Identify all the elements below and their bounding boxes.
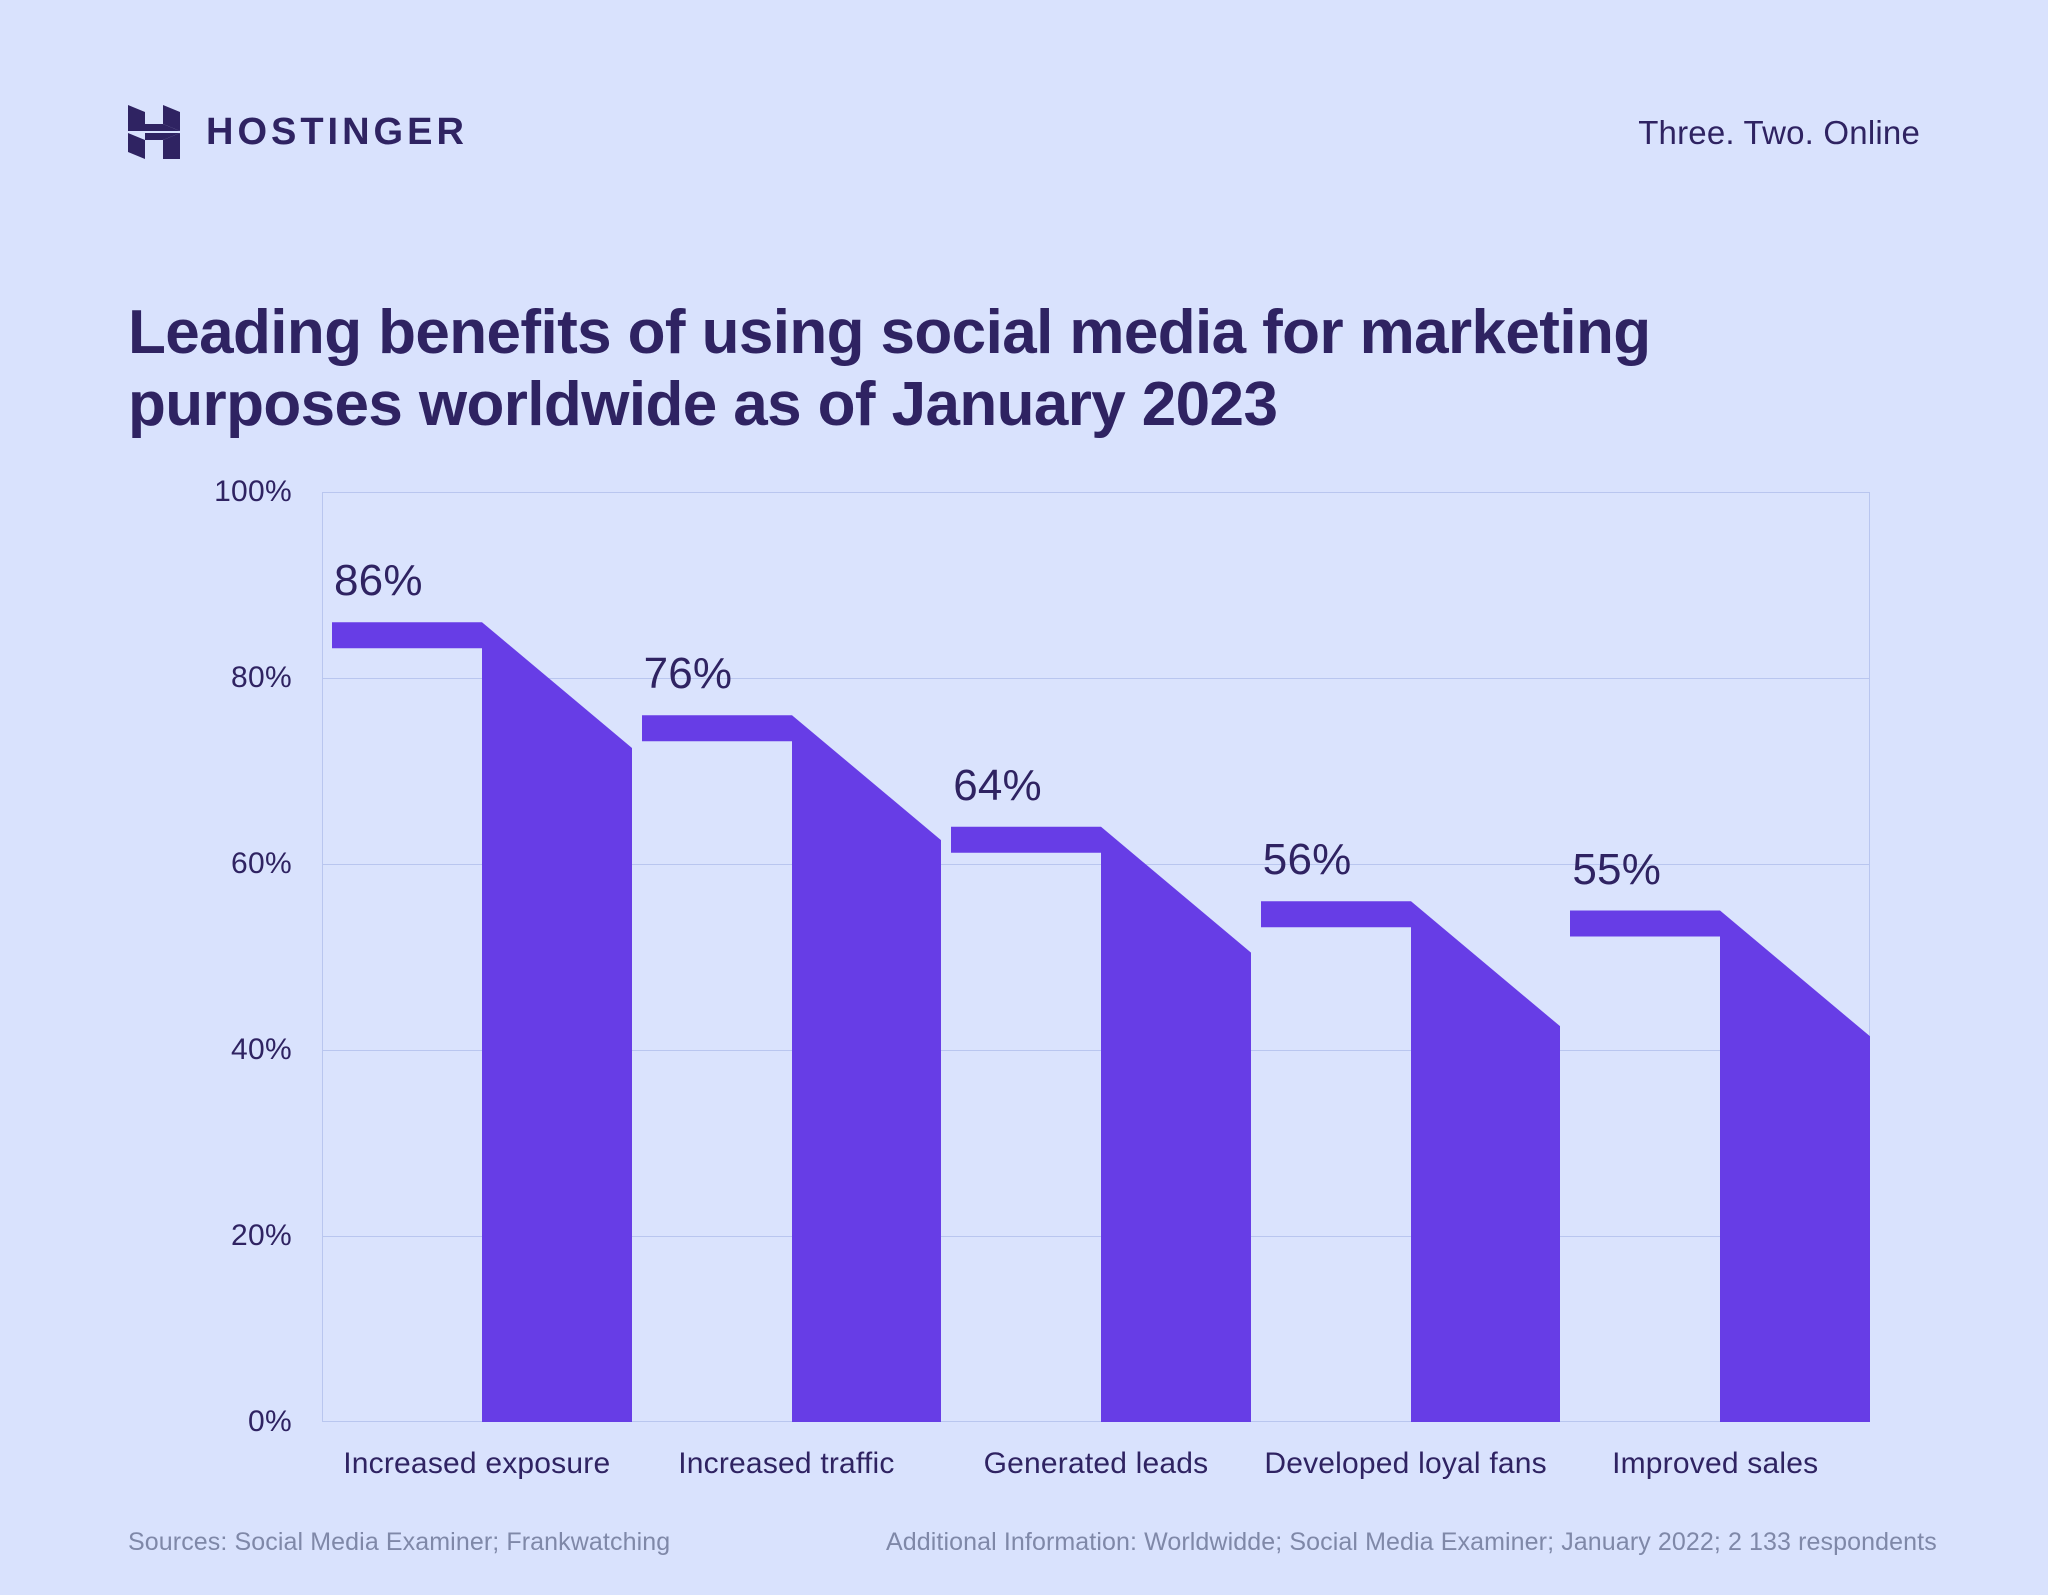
bar-item[interactable]	[941, 492, 1251, 1422]
y-axis-tick-label: 40%	[231, 1033, 292, 1066]
page-header: HOSTINGER Three. Two. Online	[128, 92, 1920, 172]
bar-value-label: 55%	[1572, 844, 1662, 894]
bar-value-label: 56%	[1262, 835, 1352, 885]
gridline	[322, 864, 1870, 866]
brand-tagline: Three. Two. Online	[1638, 113, 1920, 151]
brand-logo: HOSTINGER	[128, 101, 468, 163]
footer-additional-info: Additional Information: Worldwidde; Soci…	[886, 1528, 1937, 1556]
gridline	[322, 1050, 1870, 1052]
bar-shape	[951, 826, 1251, 1422]
hostinger-h-logo-icon	[128, 105, 180, 159]
y-axis-tick-label: 0%	[248, 1405, 292, 1438]
bar-item[interactable]	[1560, 492, 1870, 1422]
y-axis-tick-label: 80%	[231, 661, 292, 694]
x-axis-category-label: Increased traffic	[678, 1447, 895, 1480]
x-axis-category-label: Increased exposure	[343, 1447, 611, 1480]
page-title-line-2: purposes worldwide as of January 2023	[128, 370, 1278, 440]
footer-sources: Sources: Social Media Examiner; Frankwat…	[128, 1528, 671, 1556]
bar-item[interactable]	[322, 492, 632, 1422]
bar-shape	[1260, 901, 1561, 1422]
page-title: Leading benefits of using social media f…	[128, 297, 1958, 442]
bar-value-label: 64%	[953, 760, 1042, 810]
bar-chart: 0% 20% 40% 60% 80% 100% 86% 76% 64% 56% 55% Incre…	[214, 475, 1870, 1480]
y-axis-tick-label: 60%	[231, 847, 292, 880]
brand-name: HOSTINGER	[206, 111, 468, 153]
gridline	[322, 1236, 1870, 1238]
gridline	[322, 678, 1870, 680]
bar-shape	[641, 715, 942, 1422]
y-axis-tick-label: 100%	[214, 475, 292, 508]
bar-value-label: 76%	[643, 649, 733, 699]
x-axis-category-label: Improved sales	[1612, 1447, 1819, 1480]
x-axis-category-label: Generated leads	[983, 1447, 1209, 1480]
bar-item[interactable]	[632, 492, 942, 1422]
y-axis-tick-label: 20%	[231, 1219, 292, 1252]
page-title-line-1: Leading benefits of using social media f…	[128, 297, 1651, 367]
x-axis-category-label: Developed loyal fans	[1264, 1447, 1547, 1480]
bar-shape	[332, 622, 632, 1422]
bar-shape	[1570, 910, 1870, 1422]
bar-series: 86% 76% 64% 56% 55%	[322, 492, 1870, 1422]
bar-item[interactable]	[1251, 492, 1561, 1422]
bar-value-label: 86%	[334, 556, 423, 606]
